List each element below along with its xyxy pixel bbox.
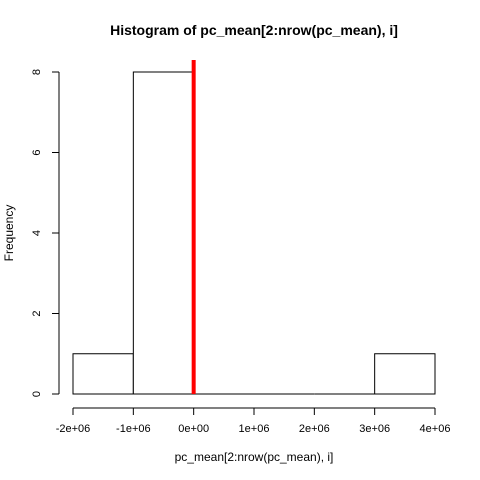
chart-title: Histogram of pc_mean[2:nrow(pc_mean), i]	[110, 22, 398, 38]
x-tick-label-3: 1e+06	[239, 423, 270, 435]
y-tick-label-4: 8	[31, 69, 43, 75]
y-tick-label-2: 4	[31, 230, 43, 236]
bars-group	[72, 71, 436, 395]
x-axis: -2e+06 -1e+06 0e+00 1e+06 2e+06 3e+06 4e+06	[56, 407, 451, 435]
y-axis: 0 2 4 6 8	[31, 69, 60, 397]
y-tick-label-1: 2	[31, 310, 43, 316]
y-tick-label-3: 6	[31, 149, 43, 155]
histogram-bar-1	[132, 71, 195, 395]
histogram-bar-5	[374, 353, 436, 395]
histogram-bar-0	[72, 353, 134, 395]
y-tick-label-0: 0	[31, 391, 43, 397]
x-tick-label-4: 2e+06	[299, 423, 330, 435]
x-tick-label-6: 4e+06	[420, 423, 451, 435]
x-tick-label-0: -2e+06	[56, 423, 91, 435]
y-axis-label: Frequency	[2, 205, 16, 262]
x-tick-label-2: 0e+00	[178, 423, 209, 435]
x-tick-label-5: 3e+06	[359, 423, 390, 435]
x-tick-label-1: -1e+06	[116, 423, 151, 435]
x-axis-label: pc_mean[2:nrow(pc_mean), i]	[175, 450, 334, 464]
